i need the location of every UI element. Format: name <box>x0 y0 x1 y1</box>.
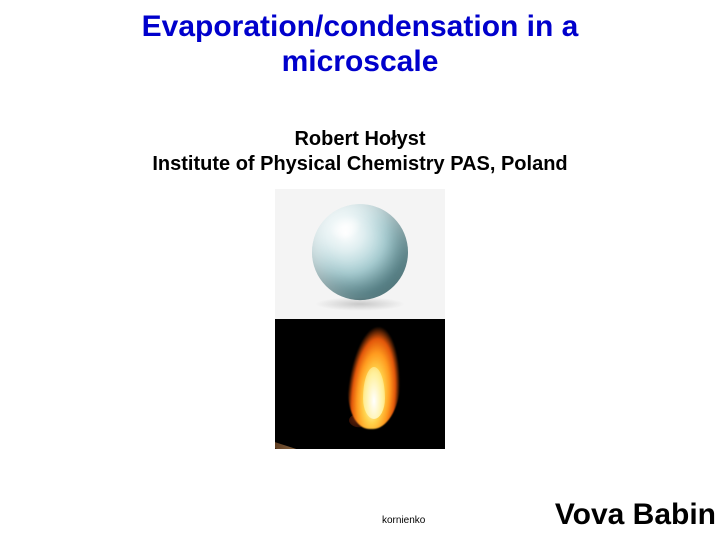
credit-small: kornienko <box>382 515 425 526</box>
flame-image <box>275 319 445 449</box>
droplet-shadow <box>315 297 405 311</box>
collaborator-name: Vova Babin <box>555 498 716 532</box>
title-line-1: Evaporation/condensation in a <box>142 10 579 43</box>
author-name: Robert Hołyst <box>294 128 425 150</box>
author-block: Robert Hołyst Institute of Physical Chem… <box>0 127 720 177</box>
title-line-2: microscale <box>282 45 439 78</box>
slide-title: Evaporation/condensation in a microscale <box>0 0 720 79</box>
droplet-image <box>275 189 445 319</box>
water-droplet-icon <box>312 204 408 300</box>
match-stick-icon <box>275 439 380 449</box>
image-stack <box>0 189 720 449</box>
author-affiliation: Institute of Physical Chemistry PAS, Pol… <box>152 153 567 175</box>
